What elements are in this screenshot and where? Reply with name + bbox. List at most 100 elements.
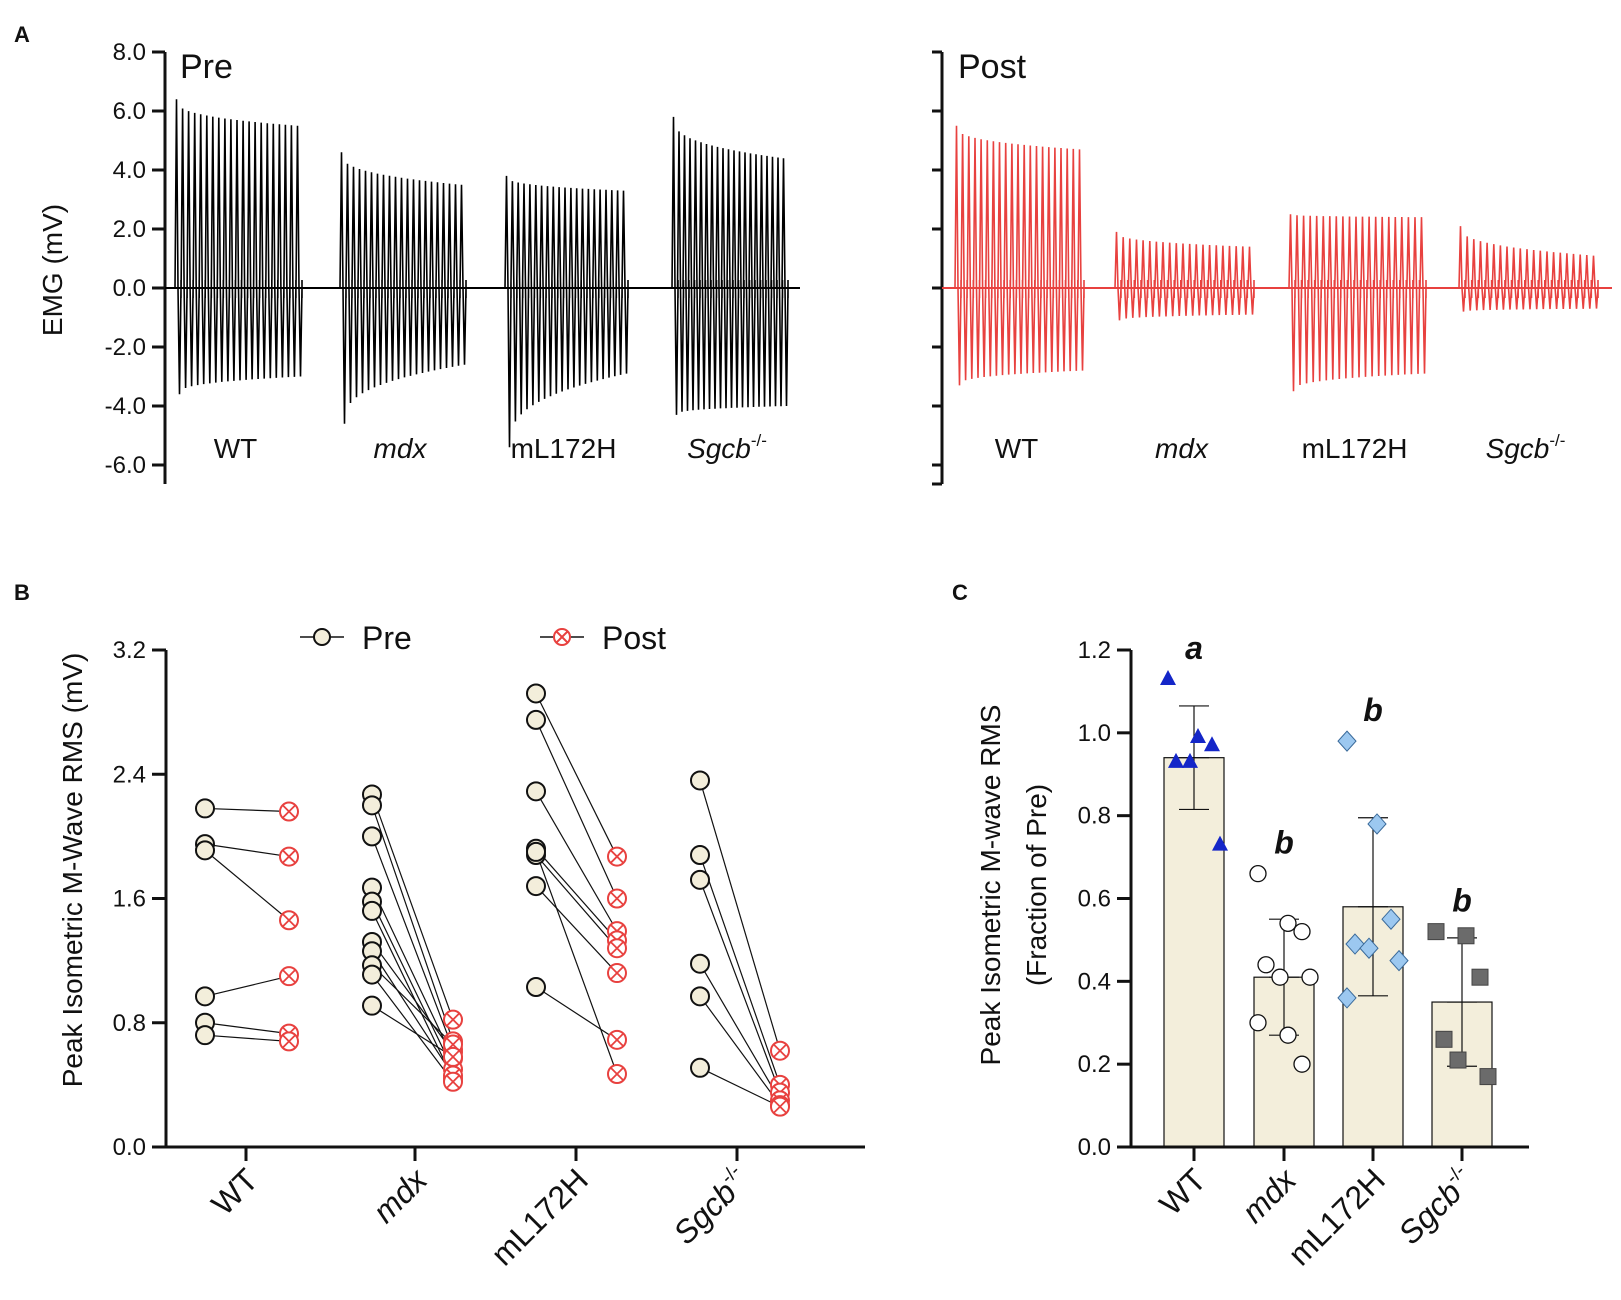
panel-c-x-tick-text: mdx [1235, 1161, 1304, 1230]
panel-c-x-tick-label: mL172H [1281, 1161, 1392, 1272]
pair-line [204, 1034, 290, 1042]
pair-line [204, 849, 290, 921]
legend-label-post: Post [602, 620, 666, 656]
pair-line [204, 843, 290, 858]
trace-group-label: mL172H [511, 433, 617, 464]
data-point-square [1435, 1030, 1453, 1048]
data-point-triangle [1212, 835, 1228, 851]
trace-group-label-text: WT [214, 433, 258, 464]
stim-train-0 [174, 99, 303, 395]
panel-b-y-tick-label: 0.0 [113, 1134, 146, 1161]
panel-c-y-tick-label: 0.2 [1078, 1051, 1111, 1078]
stim-train-1 [339, 152, 467, 424]
significance-letter: a [1185, 630, 1203, 666]
pair-line [535, 885, 618, 974]
data-point-diamond [1389, 949, 1409, 972]
post-trace-title: Post [958, 48, 1027, 86]
post-point-cross [446, 1075, 460, 1089]
data-point-circle [1271, 968, 1289, 986]
data-point-circle [1279, 914, 1297, 932]
panel-c-y-tick-label: 0.4 [1078, 968, 1111, 995]
trace-group-label-text: WT [995, 433, 1039, 464]
data-point-diamond [1337, 730, 1357, 752]
pre-y-tick-label: -4.0 [105, 393, 146, 420]
pair-line [371, 941, 454, 1053]
pair-line [699, 995, 781, 1106]
trace-group-label: WT [214, 433, 258, 464]
post-point-cross [610, 941, 624, 955]
pair-line [371, 974, 454, 1083]
pair-line [371, 910, 454, 1079]
legend-label-pre: Pre [362, 620, 412, 656]
panel-letter-b: B [14, 580, 30, 605]
pair-line [371, 950, 454, 1076]
post-traces [942, 125, 1612, 392]
trace-group-label: Sgcb-/- [1486, 431, 1566, 464]
pair-line [535, 854, 618, 949]
panel-b-x-tick-label: WT [204, 1161, 265, 1222]
pre-point [526, 841, 546, 862]
panel-c-y-tick-label: 1.2 [1078, 637, 1111, 664]
panel-b-x-tick-text: mL172H [484, 1161, 595, 1272]
significance-letter: b [1452, 883, 1472, 919]
panel-c-x-tick-text: mL172H [1281, 1161, 1392, 1272]
pre-y-tick-label: 2.0 [113, 216, 146, 243]
trace-group-label: mdx [374, 433, 428, 464]
significance-letter: b [1274, 825, 1294, 861]
panel-c-y-tick-label: 0.0 [1078, 1134, 1111, 1161]
panel-b-x-tick-label: Sgcb-/- [666, 1161, 756, 1251]
data-point-square [1471, 968, 1489, 986]
panel-c-x-tick-label: mdx [1235, 1161, 1304, 1230]
pair-line [699, 854, 781, 1086]
pre-point [195, 798, 215, 819]
trace-group-label: mL172H [1302, 433, 1408, 464]
panel-b-paired-plot: Peak Isometric M-Wave RMS (mV) 0.0 0.8 1.6… [57, 620, 865, 1272]
pre-y-tick-label: 4.0 [113, 157, 146, 184]
pair-line [204, 1022, 290, 1035]
trace-group-label-text: mdx [374, 433, 428, 464]
trace-group-label-text: Sgcb [687, 433, 751, 464]
data-point-triangle [1160, 669, 1176, 685]
trace-group-label-text: mdx [1155, 433, 1209, 464]
data-point-circle [1293, 922, 1311, 941]
panel-c-x-tick-label: Sgcb-/- [1391, 1161, 1481, 1251]
post-point-cross [446, 1050, 460, 1064]
trace-group-label-sup: -/- [751, 431, 767, 450]
pre-y-tick-label: -6.0 [105, 452, 146, 479]
post-point-cross [446, 1013, 460, 1027]
panel-c-x-tick-label: WT [1152, 1161, 1213, 1222]
panel-b-x-tick-label: mdx [366, 1161, 435, 1230]
data-point-square [1427, 923, 1445, 941]
pre-y-tick-label: 6.0 [113, 98, 146, 125]
pair-line [699, 879, 781, 1093]
panel-c-y-tick-label: 1.0 [1078, 720, 1111, 747]
panel-b-x-tick-label: mL172H [484, 1161, 595, 1272]
pair-line [699, 1067, 781, 1108]
pair-line [371, 1005, 454, 1058]
pair-line [371, 964, 454, 1045]
pair-line [204, 807, 290, 813]
data-point-diamond [1337, 987, 1357, 1009]
pre-point [362, 795, 382, 816]
pair-line [371, 887, 454, 1059]
pair-line [371, 805, 454, 1042]
legend-marker-cross [555, 630, 569, 644]
data-point-triangle [1182, 752, 1198, 768]
panel-b-y-tick-label: 3.2 [113, 637, 146, 664]
pre-point [526, 977, 546, 998]
stim-train-2 [504, 175, 629, 448]
pre-point [362, 826, 382, 847]
data-point-diamond [1381, 908, 1401, 930]
pre-point [690, 869, 710, 890]
trace-group-label-sup: -/- [1549, 431, 1565, 450]
pre-point [526, 683, 546, 704]
pair-line [371, 901, 454, 1070]
pair-line [371, 794, 454, 1020]
trace-group-label-text: Sgcb [1486, 433, 1550, 464]
panel-c-x-tick-text: WT [1152, 1161, 1213, 1222]
data-point-square [1457, 927, 1475, 945]
trace-group-label: Sgcb-/- [687, 431, 767, 464]
pair-line [535, 851, 618, 1075]
panel-c-bar-chart: Peak Isometric M-wave RMS (Fraction of P… [975, 630, 1529, 1272]
data-point-circle [1257, 956, 1275, 974]
